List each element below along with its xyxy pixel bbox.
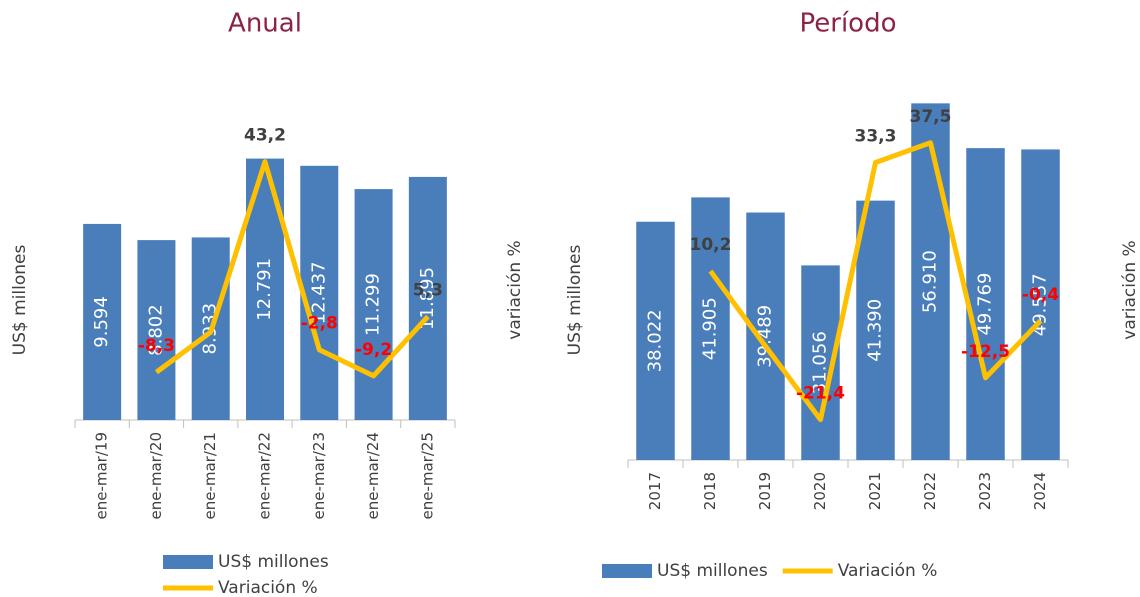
y-axis-label: US$ millones bbox=[565, 245, 585, 356]
line-label: -21,4 bbox=[796, 384, 845, 404]
bar bbox=[408, 176, 447, 420]
bar-label: 41.390 bbox=[865, 299, 886, 362]
bar-label: 12.791 bbox=[254, 258, 275, 321]
bar bbox=[911, 103, 950, 460]
bar-label: 38.022 bbox=[645, 309, 666, 372]
x-tick-label: 2024 bbox=[1031, 472, 1049, 510]
line-label: 10,2 bbox=[690, 235, 732, 255]
line bbox=[708, 140, 1043, 423]
bar-label: 11.895 bbox=[417, 267, 438, 330]
bar bbox=[354, 189, 393, 420]
x-tick-label: ene-mar/24 bbox=[364, 432, 382, 520]
x-tick-label: ene-mar/21 bbox=[201, 432, 219, 520]
bar bbox=[1021, 149, 1060, 460]
line-label: -2,8 bbox=[301, 314, 338, 334]
x-tick-label: 2021 bbox=[866, 472, 884, 510]
bar-label: 49.769 bbox=[975, 273, 996, 336]
line bbox=[154, 159, 430, 379]
x-tick-label: 2020 bbox=[811, 472, 829, 510]
x-tick-label: ene-mar/20 bbox=[147, 432, 165, 520]
chart-title: Período bbox=[800, 9, 897, 39]
bar-label: 41.905 bbox=[700, 297, 721, 360]
line-label: -9,2 bbox=[355, 340, 392, 360]
bar bbox=[966, 148, 1005, 461]
bar-label: 11.299 bbox=[363, 273, 384, 336]
bar bbox=[300, 165, 339, 420]
y-axis-label: US$ millones bbox=[10, 245, 30, 356]
line-label: -12,5 bbox=[961, 342, 1010, 362]
legend-swatch bbox=[602, 564, 652, 578]
x-tick-label: ene-mar/25 bbox=[418, 432, 436, 519]
x-tick-label: 2023 bbox=[976, 472, 994, 510]
legend-label: US$ millones bbox=[218, 552, 329, 572]
y2-axis-label: variación % bbox=[505, 240, 525, 339]
line-label: 37,5 bbox=[910, 107, 952, 127]
line-label: 5,3 bbox=[413, 281, 443, 301]
bar bbox=[83, 223, 122, 420]
y2-axis-label: variación % bbox=[1120, 240, 1140, 339]
line-label: 33,3 bbox=[855, 126, 897, 146]
line-label: 43,2 bbox=[244, 126, 286, 146]
x-tick-label: 2018 bbox=[701, 472, 719, 510]
bar-label: 12.437 bbox=[308, 261, 329, 324]
line-label: -0,4 bbox=[1022, 285, 1059, 305]
legend-swatch bbox=[163, 555, 213, 569]
bar-label: 9.594 bbox=[91, 296, 112, 348]
chart-title: Anual bbox=[228, 9, 302, 39]
bar bbox=[137, 240, 176, 420]
bar-label: 8.802 bbox=[145, 304, 166, 356]
legend-label: US$ millones bbox=[657, 561, 768, 581]
x-tick-label: ene-mar/23 bbox=[310, 432, 328, 520]
x-tick-label: ene-mar/22 bbox=[256, 432, 274, 520]
bar bbox=[636, 221, 675, 460]
bar-label: 31.056 bbox=[810, 331, 831, 394]
x-tick-label: 2022 bbox=[921, 472, 939, 510]
bar bbox=[746, 212, 785, 460]
legend-label: Variación % bbox=[838, 561, 938, 581]
x-tick-label: 2019 bbox=[756, 472, 774, 510]
bar bbox=[691, 197, 730, 461]
bar-label: 56.910 bbox=[920, 250, 941, 313]
bar-label: 49.557 bbox=[1030, 273, 1051, 336]
x-tick-label: 2017 bbox=[646, 472, 664, 510]
bar bbox=[856, 200, 895, 460]
legend-label: Variación % bbox=[218, 578, 318, 597]
line-label: -8,3 bbox=[138, 336, 175, 356]
x-tick-label: ene-mar/19 bbox=[93, 432, 111, 520]
